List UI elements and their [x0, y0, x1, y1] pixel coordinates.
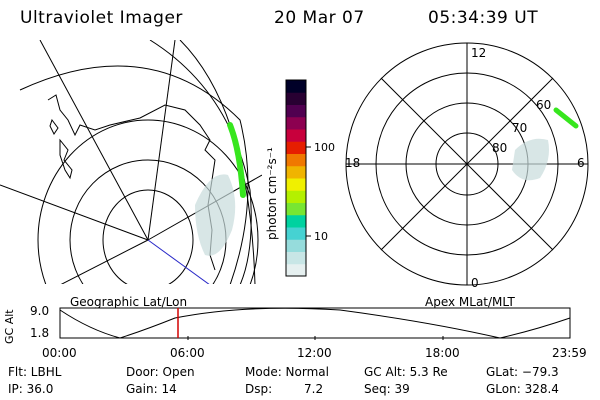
meridian-a: [0, 184, 149, 241]
colorbar-segment: [286, 214, 306, 228]
aurora-arc: [227, 122, 246, 198]
mlt-label-bottom: 0: [471, 276, 479, 290]
polar-glow: [512, 138, 549, 181]
colorbar-segment: [286, 153, 306, 167]
glat-value: GLat: −79.3: [486, 365, 559, 379]
colorbar: [285, 79, 311, 277]
timeline-xtick-label-2: 12:00: [297, 346, 332, 360]
timeline-xtick-label-1: 06:00: [170, 346, 205, 360]
colorbar-segment: [286, 227, 306, 240]
meridian-c: [147, 40, 176, 241]
colorbar-frame: [285, 79, 307, 277]
lat-label-80: 80: [492, 141, 508, 155]
peninsula: [59, 138, 73, 180]
timeline-xtick-label-0: 00:00: [42, 346, 77, 360]
meridian-arc-1: [19, 65, 249, 284]
colorbar-segment: [286, 165, 306, 179]
mlt-label-right: 6: [577, 156, 585, 170]
colorbar-segment: [286, 202, 306, 216]
mlt-label-left: 18: [345, 156, 361, 170]
colorbar-tick-label-10: 10: [314, 230, 328, 243]
timeline-frame: [59, 307, 571, 339]
meridian-arc-2: [149, 40, 252, 284]
lat-circle-outer: [37, 119, 259, 284]
polar-diag-2: [380, 77, 554, 251]
glon-value: GLon: 328.4: [486, 382, 559, 396]
dsp-value: 7.2: [304, 382, 324, 396]
island-1: [49, 118, 59, 135]
polar-panel-label: Apex MLat/MLT: [425, 295, 515, 309]
door-value: Door: Open: [126, 365, 195, 379]
colorbar-segment: [286, 190, 306, 203]
timeline-ylabel: GC Alt: [3, 309, 16, 344]
colorbar-tick-label-100: 100: [314, 141, 335, 154]
polar-aurora-arc: [553, 107, 579, 129]
colorbar-segment: [286, 263, 306, 277]
gain-value: Gain: 14: [126, 382, 177, 396]
meridian-d: [39, 40, 149, 241]
mlt-label-top: 12: [471, 46, 487, 60]
polar-map: [345, 42, 589, 286]
lat-circle-inner: [102, 189, 194, 284]
lat-label-60: 60: [536, 98, 552, 112]
colorbar-segment: [286, 129, 306, 142]
colorbar-segment: [286, 178, 306, 191]
timeline-xtick-label-3: 18:00: [425, 346, 460, 360]
mode-value: Mode: Normal: [245, 365, 329, 379]
ip-value: IP: 36.0: [8, 382, 54, 396]
dsp-label: Dsp:: [245, 382, 273, 396]
colorbar-segment: [286, 104, 306, 118]
timeline-ytick-top: 9.0: [30, 304, 50, 318]
satellite-track: [147, 239, 210, 284]
altitude-curve: [59, 307, 571, 339]
diffuse-glow: [195, 174, 236, 256]
flt-value: Flt: LBHL: [8, 365, 62, 379]
colorbar-segment: [286, 251, 306, 265]
timeline-xtick-label-4: 23:59: [552, 346, 587, 360]
seq-value: Seq: 39: [364, 382, 410, 396]
colorbar-segment: [286, 239, 306, 252]
colorbar-segment: [286, 116, 306, 130]
instrument-title: Ultraviolet Imager: [20, 8, 183, 28]
date-label: 20 Mar 07: [274, 8, 365, 28]
colorbar-segment: [286, 92, 306, 105]
gcalt-value: GC Alt: 5.3 Re: [364, 365, 448, 379]
meridian-b: [60, 239, 149, 284]
time-label: 05:34:39 UT: [428, 8, 539, 28]
geo-panel-label: Geographic Lat/Lon: [70, 295, 188, 309]
timeline-ytick-bottom: 1.8: [30, 326, 50, 340]
colorbar-segment: [286, 80, 306, 93]
geographic-map: [0, 40, 262, 284]
lat-label-70: 70: [512, 121, 528, 135]
colorbar-segment: [286, 141, 306, 154]
